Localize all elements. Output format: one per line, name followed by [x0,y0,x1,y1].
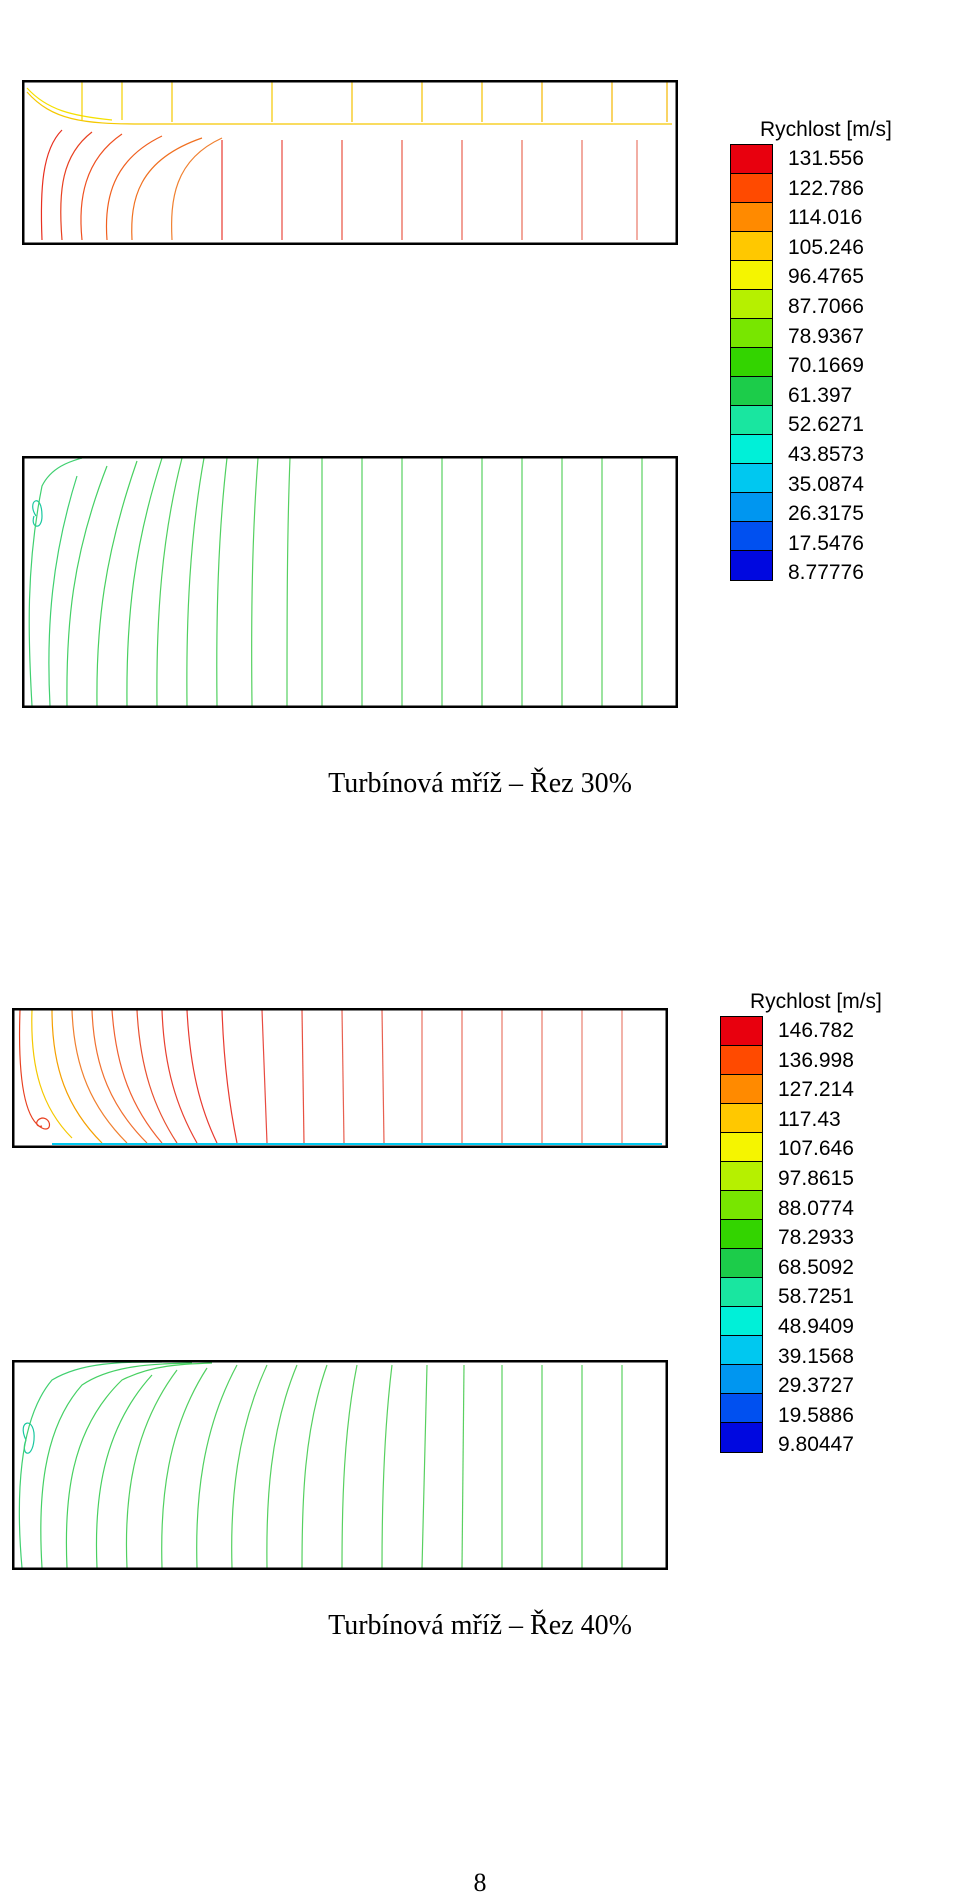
legend-tick-label: 78.9367 [788,324,864,348]
velocity-legend: Rychlost [m/s] 146.782 136.998 127.214 117.… [720,990,920,1456]
legend-tick-label: 52.6271 [788,413,864,437]
legend-swatch [731,493,772,522]
legend-swatch [721,1133,762,1162]
legend-tick-label: 58.7251 [778,1285,854,1309]
figure-cut-30: Rychlost [m/s] 131.556 122.786 114.016 105.… [0,0,960,740]
legend-tick-label: 122.786 [788,176,864,200]
figure-caption: Turbínová mříž – Řez 40% [328,1610,632,1641]
legend-tick-label: 26.3175 [788,502,864,526]
legend-tick-label: 19.5886 [778,1403,854,1427]
color-scale [720,1016,763,1453]
legend-tick-label: 70.1669 [788,354,864,378]
legend-swatch [731,551,772,580]
legend-swatch [731,290,772,319]
legend-swatch [721,1104,762,1133]
legend-swatch [721,1307,762,1336]
legend-swatch [731,377,772,406]
legend-tick-label: 87.7066 [788,294,864,318]
legend-tick-label: 114.016 [788,206,863,230]
figure-cut-40: Rychlost [m/s] 146.782 136.998 127.214 117.… [0,990,960,1640]
legend-tick-label: 8.77776 [788,561,864,585]
legend-title: Rychlost [m/s] [750,990,882,1013]
legend-tick-label: 146.782 [778,1019,854,1042]
legend-tick-label: 96.4765 [788,265,864,289]
legend-swatch [731,348,772,377]
legend-swatch [721,1394,762,1423]
legend-swatch [721,1336,762,1365]
legend-swatch [721,1249,762,1278]
legend-swatch [731,464,772,493]
legend-tick-label: 29.3727 [778,1374,854,1398]
legend-swatch [721,1365,762,1394]
legend-swatch [721,1423,762,1452]
legend-tick-label: 136.998 [778,1048,854,1072]
legend-tick-label: 107.646 [778,1137,854,1161]
legend-ticks: 146.782 136.998 127.214 117.43 107.646 97.861… [778,1016,854,1460]
legend-tick-label: 88.0774 [778,1196,854,1220]
legend-swatch [721,1191,762,1220]
legend-swatch [731,174,772,203]
streamline-plot-upper [12,1008,668,1148]
velocity-legend: Rychlost [m/s] 131.556 122.786 114.016 105.… [730,118,930,584]
legend-swatch [731,406,772,435]
streamline-plot-lower [12,1360,668,1570]
legend-swatch [721,1017,762,1046]
legend-tick-label: 97.8615 [778,1166,854,1190]
legend-swatch [731,145,772,174]
legend-tick-label: 17.5476 [788,531,864,555]
legend-title: Rychlost [m/s] [760,118,892,141]
legend-tick-label: 117.43 [778,1107,841,1131]
legend-ticks: 131.556 122.786 114.016 105.246 96.4765 87.70… [788,144,864,588]
legend-swatch [731,261,772,290]
legend-tick-label: 39.1568 [778,1344,854,1368]
legend-swatch [721,1220,762,1249]
legend-swatch [721,1075,762,1104]
page-number: 8 [473,1868,487,1897]
legend-swatch [731,522,772,551]
legend-tick-label: 131.556 [788,147,864,170]
streamline-plot-upper [22,80,678,245]
legend-swatch [731,232,772,261]
legend-tick-label: 78.2933 [778,1226,854,1250]
legend-tick-label: 48.9409 [778,1314,854,1338]
legend-tick-label: 35.0874 [788,472,864,496]
legend-tick-label: 43.8573 [788,442,864,466]
legend-tick-label: 105.246 [788,235,864,259]
legend-tick-label: 61.397 [788,383,853,407]
legend-swatch [721,1046,762,1075]
legend-swatch [731,319,772,348]
legend-swatch [731,435,772,464]
figure-caption: Turbínová mříž – Řez 30% [328,768,632,799]
legend-swatch [731,203,772,232]
legend-swatch [721,1162,762,1191]
legend-tick-label: 68.5092 [778,1255,854,1279]
legend-tick-label: 9.80447 [778,1433,854,1457]
legend-swatch [721,1278,762,1307]
legend-tick-label: 127.214 [778,1078,854,1102]
streamline-plot-lower [22,456,678,708]
color-scale [730,144,773,581]
